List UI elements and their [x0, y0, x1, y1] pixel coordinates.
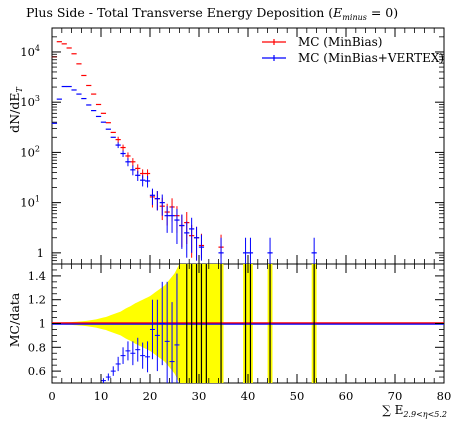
bottom-y-axis-label: MC/data [7, 292, 22, 347]
top-ytick-label-4: 1 [37, 246, 44, 260]
series-0 [51, 41, 224, 261]
xtick-label-5: 50 [290, 389, 305, 403]
xtick-label-1: 10 [94, 389, 109, 403]
ratio-lines [52, 322, 444, 325]
bottom-ytick-label-0: 1.4 [28, 269, 46, 283]
xtick-label-6: 60 [339, 389, 354, 403]
legend: MC (MinBias) MC (MinBias+VERTEX) [262, 35, 444, 65]
chart-title: Plus Side - Total Transverse Energy Depo… [26, 5, 398, 22]
legend-label-vertex: MC (MinBias+VERTEX) [298, 51, 444, 65]
xtick-label-3: 30 [192, 389, 207, 403]
x-axis-label: ∑ E2.9<η<5.2 [382, 403, 447, 419]
top-y-axis-label: dN/dET [7, 87, 24, 133]
bottom-ytick-label-4: 0.6 [28, 364, 46, 378]
top-ytick-label-2: 102 [20, 144, 40, 159]
xtick-label-7: 70 [388, 389, 403, 403]
bottom-ytick-label-1: 1.2 [28, 293, 46, 307]
bottom-ytick-label-3: 0.8 [28, 340, 46, 354]
legend-label-minbias: MC (MinBias) [298, 35, 382, 49]
xtick-label-0: 0 [48, 389, 55, 403]
xtick-label-8: 80 [437, 389, 452, 403]
top-ytick-label-1: 103 [20, 94, 40, 109]
series-1 [51, 85, 317, 264]
top-ytick-label-3: 101 [20, 195, 40, 210]
bottom-ytick-label-2: 1 [39, 317, 46, 331]
top-series-layer [51, 41, 317, 264]
xtick-label-2: 20 [143, 389, 158, 403]
ratio-points [100, 264, 315, 383]
xtick-label-4: 40 [241, 389, 256, 403]
top-ytick-label-0: 104 [20, 44, 40, 59]
